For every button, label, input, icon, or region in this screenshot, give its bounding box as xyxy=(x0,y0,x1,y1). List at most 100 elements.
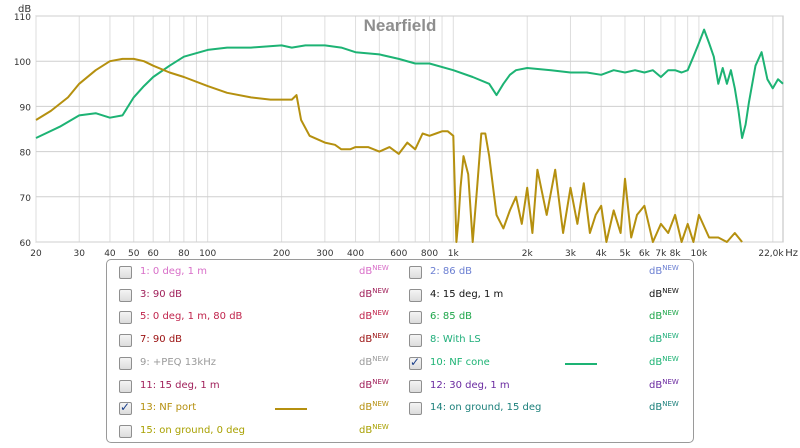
legend-checkbox[interactable] xyxy=(409,355,422,370)
legend-checkbox[interactable] xyxy=(409,379,422,393)
db-new-link[interactable]: dBNEW xyxy=(649,354,679,368)
db-label: dB xyxy=(649,334,663,346)
x-tick-label: 2k xyxy=(522,249,534,259)
db-label: dB xyxy=(359,356,373,368)
db-new-link[interactable]: dBNEW xyxy=(649,286,679,300)
db-label: dB xyxy=(649,379,663,391)
db-label: dB xyxy=(649,288,663,300)
legend-line-swatch xyxy=(275,408,307,411)
legend-item-label: 2: 86 dB xyxy=(430,266,473,277)
y-tick-label: 90 xyxy=(20,103,32,113)
legend-item-label: 5: 0 deg, 1 m, 80 dB xyxy=(140,311,243,323)
legend-checkbox[interactable] xyxy=(409,266,422,279)
legend-item[interactable]: 2: 86 dB dBNEW xyxy=(403,264,695,284)
legend-item[interactable]: 13: NF port dBNEW xyxy=(113,400,405,420)
legend-checkbox[interactable] xyxy=(119,379,132,393)
db-new-link[interactable]: dBNEW xyxy=(359,286,389,300)
new-badge: NEW xyxy=(662,309,679,318)
db-new-link[interactable]: dBNEW xyxy=(649,309,679,323)
x-tick-label: 100 xyxy=(199,249,216,259)
x-tick-label: 20 xyxy=(30,249,42,259)
legend-checkbox[interactable] xyxy=(119,266,132,279)
legend-item[interactable]: 10: NF cone dBNEW xyxy=(403,355,695,375)
db-label: dB xyxy=(649,311,663,323)
new-badge: NEW xyxy=(372,422,389,431)
legend-item[interactable]: 4: 15 deg, 1 m dBNEW xyxy=(403,287,695,307)
legend-checkbox[interactable] xyxy=(409,334,422,348)
db-label: dB xyxy=(649,356,663,368)
x-tick-label: 300 xyxy=(316,249,333,259)
frequency-response-chart: 20 30 40 50 60 80 100 200 300 400 600 800 1k 2k 3k 4k 5k… xyxy=(14,4,798,259)
legend-item-label: 4: 15 deg, 1 m xyxy=(430,288,504,300)
new-badge: NEW xyxy=(372,309,389,318)
new-badge: NEW xyxy=(662,400,679,409)
legend-item-label: 1: 0 deg, 1 m xyxy=(140,266,207,277)
x-axis-unit: Hz xyxy=(785,248,798,259)
legend-item[interactable]: 5: 0 deg, 1 m, 80 dB dBNEW xyxy=(113,309,405,329)
legend-item[interactable]: 11: 15 deg, 1 m dBNEW xyxy=(113,378,405,398)
legend-item-label: 7: 90 dB xyxy=(140,334,183,346)
legend-checkbox[interactable] xyxy=(119,334,132,348)
db-label: dB xyxy=(359,424,373,436)
db-new-link[interactable]: dBNEW xyxy=(359,332,389,346)
series-line-1 xyxy=(35,28,784,139)
db-new-link[interactable]: dBNEW xyxy=(649,400,679,414)
y-tick-label: 60 xyxy=(20,239,32,249)
legend-checkbox[interactable] xyxy=(119,288,132,302)
legend-item[interactable]: 7: 90 dB dBNEW xyxy=(113,332,405,352)
db-label: dB xyxy=(359,402,373,414)
db-new-link[interactable]: dBNEW xyxy=(649,332,679,346)
legend-item[interactable]: 6: 85 dB dBNEW xyxy=(403,309,695,329)
legend-checkbox[interactable] xyxy=(409,288,422,302)
db-new-link[interactable]: dBNEW xyxy=(359,422,389,436)
x-tick-label: 1k xyxy=(448,249,460,259)
legend-item[interactable]: 8: With LS dBNEW xyxy=(403,332,695,352)
legend-checkbox[interactable] xyxy=(119,400,132,416)
legend-item[interactable]: 9: +PEQ 13kHz dBNEW xyxy=(113,355,405,375)
new-badge: NEW xyxy=(372,400,389,409)
db-new-link[interactable]: dBNEW xyxy=(359,309,389,322)
y-tick-label: 100 xyxy=(14,58,31,68)
legend-item-label: 12: 30 deg, 1 m xyxy=(430,379,510,391)
legend-item[interactable]: 3: 90 dB dBNEW xyxy=(113,287,405,307)
legend-item-label: 8: With LS xyxy=(430,334,481,346)
x-tick-label: 400 xyxy=(347,249,364,259)
new-badge: NEW xyxy=(662,354,679,363)
db-new-link[interactable]: dBNEW xyxy=(359,264,389,277)
legend-item[interactable]: 14: on ground, 15 deg dBNEW xyxy=(403,400,695,420)
x-tick-label: 6k xyxy=(639,249,651,259)
x-tick-label: 800 xyxy=(421,249,438,259)
legend-checkbox[interactable] xyxy=(119,356,132,370)
new-badge: NEW xyxy=(662,286,679,295)
db-new-link[interactable]: dBNEW xyxy=(649,378,679,391)
x-tick-label: 600 xyxy=(390,249,407,259)
legend-item-label: 13: NF port xyxy=(140,402,197,414)
legend-line-swatch xyxy=(565,362,597,365)
new-badge: NEW xyxy=(662,332,679,341)
legend-item-label: 15: on ground, 0 deg xyxy=(140,424,246,436)
new-badge: NEW xyxy=(372,264,389,272)
legend-item[interactable]: 15: on ground, 0 deg dBNEW xyxy=(113,423,405,443)
db-new-link[interactable]: dBNEW xyxy=(359,400,389,414)
db-new-link[interactable]: dBNEW xyxy=(649,264,679,277)
legend-checkbox[interactable] xyxy=(409,402,422,416)
grid xyxy=(35,15,783,243)
new-badge: NEW xyxy=(372,286,389,295)
db-new-link[interactable]: dBNEW xyxy=(359,355,389,368)
db-label: dB xyxy=(359,266,373,277)
legend-item[interactable]: 12: 30 deg, 1 m dBNEW xyxy=(403,378,695,398)
db-label: dB xyxy=(649,402,663,414)
legend-checkbox[interactable] xyxy=(119,424,132,438)
x-tick-label: 8k xyxy=(670,249,682,259)
db-label: dB xyxy=(359,288,373,300)
legend-checkbox[interactable] xyxy=(119,311,132,325)
legend-item-label: 11: 15 deg, 1 m xyxy=(140,379,220,391)
x-tick-label: 3k xyxy=(565,249,577,259)
series-line-2 xyxy=(35,57,743,243)
legend-item[interactable]: 1: 0 deg, 1 m dBNEW xyxy=(113,264,405,284)
legend-item-label: 10: NF cone xyxy=(430,356,490,368)
db-label: dB xyxy=(359,334,373,346)
legend-checkbox[interactable] xyxy=(409,311,422,325)
db-new-link[interactable]: dBNEW xyxy=(359,378,389,391)
x-tick-label: 40 xyxy=(104,249,116,259)
